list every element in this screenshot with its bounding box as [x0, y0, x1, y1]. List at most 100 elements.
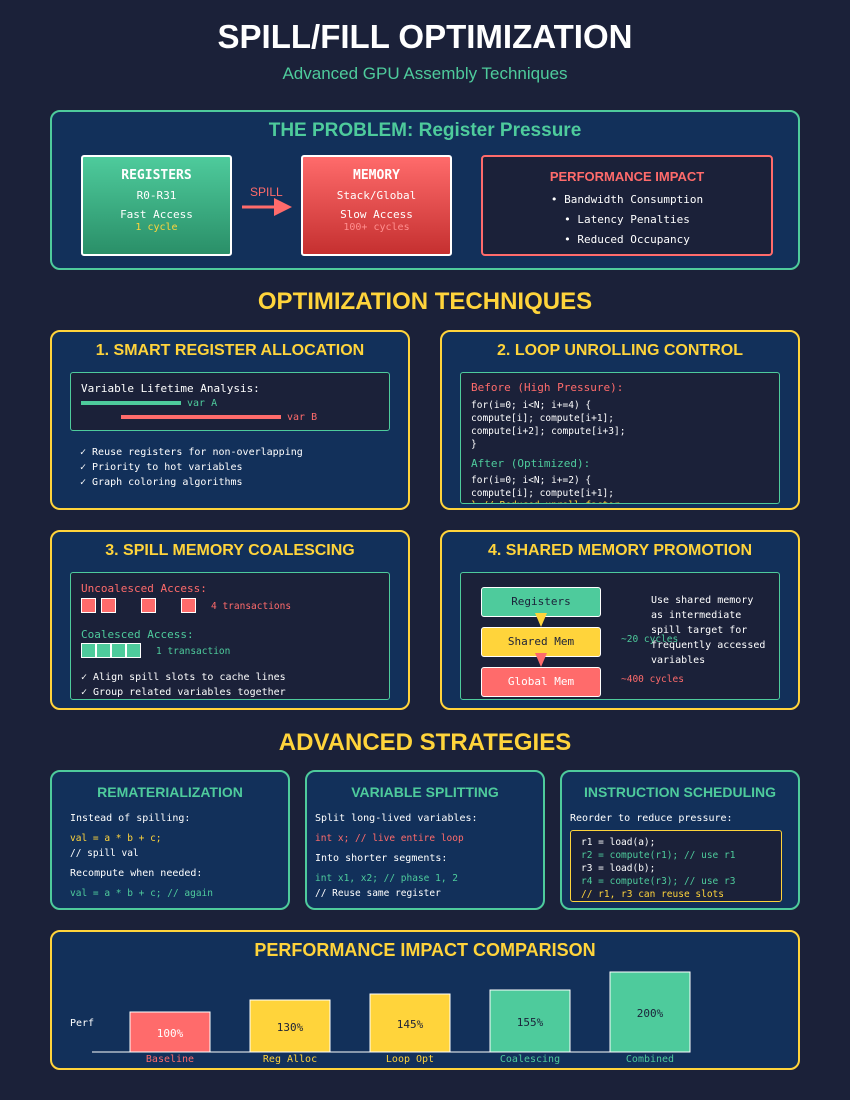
- code-line: // r1, r3 can reuse slots: [581, 889, 724, 900]
- memory-slot: [126, 643, 141, 658]
- code-comment: } // Reduced unroll factor: [471, 500, 620, 503]
- lifetime-analysis-title: Variable Lifetime Analysis:: [81, 382, 260, 395]
- memory-title: MEMORY: [353, 168, 400, 183]
- code-line: r2 = compute(r1); // use r1: [581, 850, 736, 861]
- var-b-label: var B: [287, 412, 318, 423]
- memory-slot: [81, 598, 96, 613]
- comparison-title: PERFORMANCE IMPACT COMPARISON: [254, 940, 596, 960]
- code-line: compute[i]; compute[i+1];: [471, 413, 614, 424]
- coalescing-box: Uncoalesced Access: 4 transactions Coale…: [70, 572, 390, 700]
- remat-line: // spill val: [70, 848, 139, 859]
- bar-category-label: Coalescing: [500, 1054, 560, 1065]
- tech-smart-allocation-panel: 1. SMART REGISTER ALLOCATION Variable Li…: [50, 330, 410, 510]
- impact-item: • Reduced Occupancy: [564, 233, 690, 246]
- bar-category-label: Loop Opt: [386, 1054, 434, 1065]
- bar-loop-opt: [369, 993, 451, 1053]
- bar-category-label: Reg Alloc: [263, 1054, 317, 1065]
- problem-panel: THE PROBLEM: Register Pressure REGISTERS…: [50, 110, 800, 270]
- memory-speed: Slow Access: [340, 208, 413, 221]
- var-a-label: var A: [187, 398, 218, 409]
- memory-box: MEMORY Stack/Global Slow Access 100+ cyc…: [301, 155, 452, 256]
- split-line: // Reuse same register: [315, 888, 441, 899]
- memory-slot: [101, 598, 116, 613]
- arrow-down-icon: [535, 613, 547, 627]
- instruction-scheduling-title: INSTRUCTION SCHEDULING: [583, 784, 777, 800]
- instruction-scheduling-panel: INSTRUCTION SCHEDULING Reorder to reduce…: [560, 770, 800, 910]
- page-subtitle: Advanced GPU Assembly Techniques: [282, 64, 568, 83]
- description-line: variables: [651, 655, 706, 666]
- bar-combined: [609, 971, 691, 1053]
- var-b-lifetime-bar: [121, 415, 281, 419]
- code-line: r3 = load(b);: [581, 863, 656, 874]
- registers-speed: Fast Access: [120, 208, 193, 221]
- memory-slot: [181, 598, 196, 613]
- schedule-code-box: r1 = load(a); r2 = compute(r1); // use r…: [570, 830, 782, 902]
- tech-shared-memory-panel: 4. SHARED MEMORY PROMOTION Registers Sha…: [440, 530, 800, 710]
- tech1-title: 1. SMART REGISTER ALLOCATION: [95, 342, 365, 359]
- bar-category-label: Combined: [626, 1054, 674, 1065]
- loop-code-box: Before (High Pressure): for(i=0; i<N; i+…: [460, 372, 780, 504]
- description-line: spill target for: [651, 625, 748, 636]
- global-mem-level: Global Mem: [481, 667, 601, 697]
- variable-splitting-title: VARIABLE SPLITTING: [351, 784, 499, 800]
- rematerialization-title: REMATERIALIZATION: [97, 784, 243, 800]
- memory-slot: [81, 643, 96, 658]
- registers-level: Registers: [481, 587, 601, 617]
- registers-cycles: 1 cycle: [135, 222, 178, 233]
- bar-reg-alloc: [249, 999, 331, 1053]
- advanced-title: ADVANCED STRATEGIES: [278, 729, 572, 756]
- spill-label: SPILL: [250, 185, 283, 199]
- split-line: Split long-lived variables:: [315, 813, 478, 824]
- before-label: Before (High Pressure):: [471, 381, 624, 394]
- sched-line: Reorder to reduce pressure:: [570, 813, 733, 824]
- split-line: Into shorter segments:: [315, 853, 448, 864]
- global-cycles: ~400 cycles: [621, 674, 684, 685]
- coalesced-note: 1 transaction: [156, 646, 231, 657]
- impact-item: • Latency Penalties: [564, 213, 690, 226]
- bar-baseline: [129, 1011, 211, 1053]
- spill-arrow-icon: [242, 198, 292, 216]
- shared-memory-description: Use shared memory as intermediate spill …: [651, 593, 765, 668]
- memory-cycles: 100+ cycles: [343, 222, 410, 233]
- code-line: for(i=0; i<N; i+=2) {: [471, 475, 592, 486]
- remat-line: Instead of spilling:: [70, 813, 191, 824]
- description-line: as intermediate: [651, 610, 742, 621]
- tech-coalescing-panel: 3. SPILL MEMORY COALESCING Uncoalesced A…: [50, 530, 410, 710]
- memory-slot: [111, 643, 126, 658]
- code-line: r4 = compute(r3); // use r3: [581, 876, 736, 887]
- memory-slot: [96, 643, 111, 658]
- uncoalesced-label: Uncoalesced Access:: [81, 582, 207, 595]
- remat-line: Recompute when needed:: [70, 868, 203, 879]
- memory-type: Stack/Global: [336, 189, 417, 202]
- memory-hierarchy-box: Registers Shared Mem Global Mem ~20 cycl…: [460, 572, 780, 700]
- tech-loop-unrolling-panel: 2. LOOP UNROLLING CONTROL Before (High P…: [440, 330, 800, 510]
- bar-value-label: 155%: [517, 1016, 544, 1029]
- impact-item: • Bandwidth Consumption: [550, 193, 704, 206]
- code-line: compute[i]; compute[i+1];: [471, 488, 614, 499]
- tech3-bullet: ✓ Group related variables together: [81, 687, 286, 698]
- registers-range: R0-R31: [136, 189, 177, 202]
- split-line: int x1, x2; // phase 1, 2: [315, 873, 458, 884]
- performance-impact-box: PERFORMANCE IMPACT • Bandwidth Consumpti…: [481, 155, 773, 256]
- performance-bar-chart: 100% Baseline 130% Reg Alloc 145% Loop Opt 155…: [92, 971, 691, 1065]
- var-a-lifetime-bar: [81, 401, 181, 405]
- tech1-bullet: ✓ Graph coloring algorithms: [80, 477, 243, 488]
- code-line: for(i=0; i<N; i+=4) {: [471, 400, 592, 411]
- code-line: compute[i+2]; compute[i+3];: [471, 426, 626, 437]
- tech3-title: 3. SPILL MEMORY COALESCING: [105, 542, 355, 559]
- bar-category-label: Baseline: [146, 1054, 194, 1065]
- tech2-title: 2. LOOP UNROLLING CONTROL: [497, 342, 743, 359]
- remat-line: val = a * b + c;: [70, 833, 162, 844]
- rematerialization-panel: REMATERIALIZATION Instead of spilling: v…: [50, 770, 290, 910]
- performance-comparison-panel: PERFORMANCE IMPACT COMPARISON Perf 100% B…: [50, 930, 800, 1070]
- tech1-bullet: ✓ Reuse registers for non-overlapping: [80, 447, 303, 458]
- page-title: SPILL/FILL OPTIMIZATION: [217, 18, 633, 55]
- tech3-bullet: ✓ Align spill slots to cache lines: [81, 672, 286, 683]
- shared-cycles: ~20 cycles: [621, 634, 679, 645]
- lifetime-analysis-box: Variable Lifetime Analysis: var A var B: [70, 372, 390, 431]
- problem-title: THE PROBLEM: Register Pressure: [268, 120, 582, 141]
- bar-value-label: 130%: [277, 1021, 304, 1034]
- bar-value-label: 145%: [397, 1018, 424, 1031]
- coalesced-label: Coalesced Access:: [81, 628, 194, 641]
- bar-value-label: 100%: [157, 1027, 184, 1040]
